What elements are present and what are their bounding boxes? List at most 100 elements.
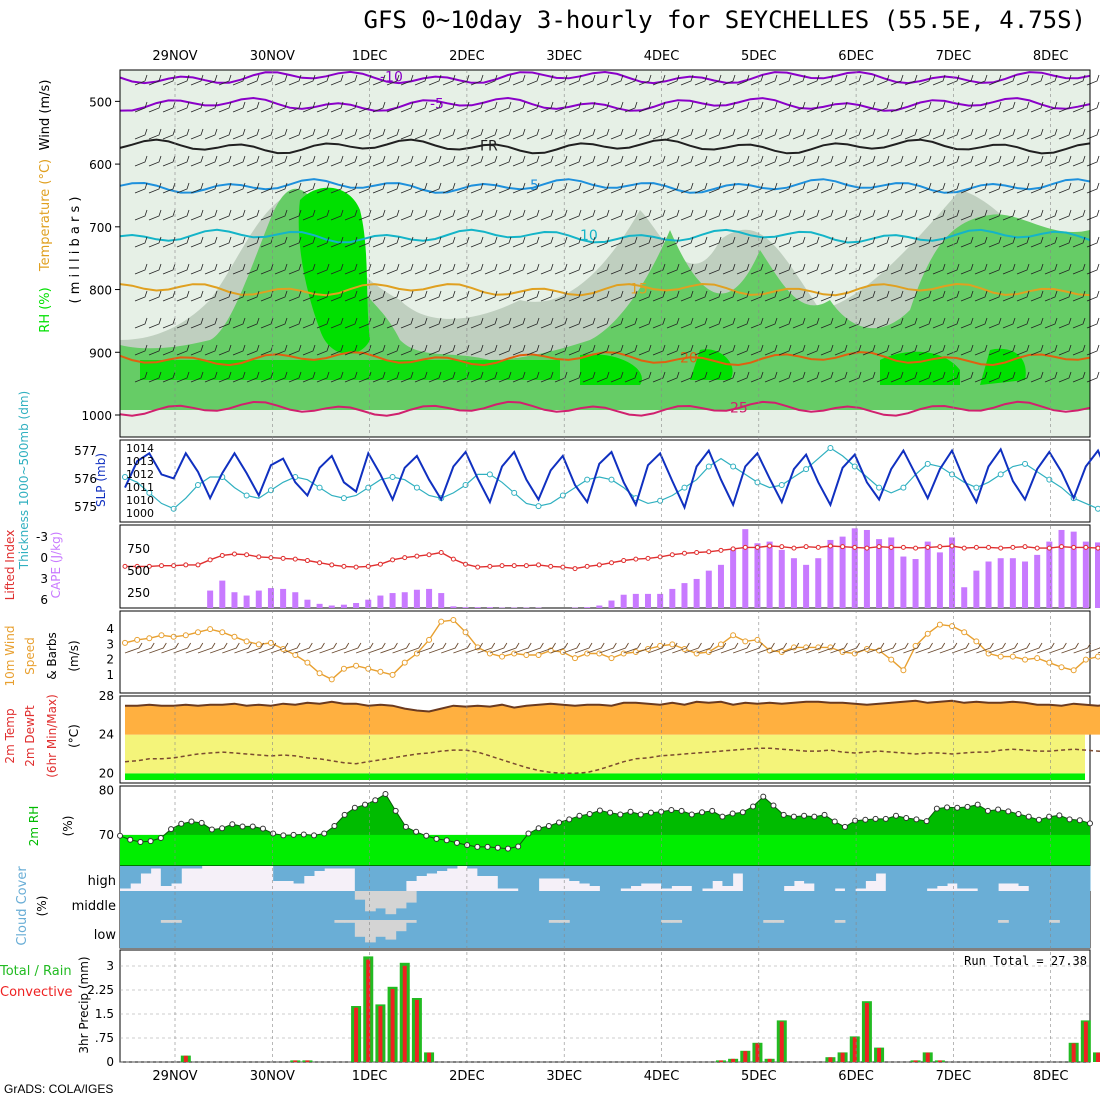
upper-wind-barb [372, 128, 386, 140]
upper-wind-barb [582, 182, 596, 194]
rh-90-region-2 [140, 360, 560, 380]
precip-ytick-label: 0 [106, 1055, 114, 1069]
wind-speed-point [900, 667, 907, 674]
upper-wind-barb [176, 263, 190, 275]
lifted-index-point [718, 547, 724, 553]
rh-point [852, 817, 859, 824]
upper-wind-barb [148, 182, 162, 194]
cloud-high-bar [1038, 866, 1050, 891]
upper-wind-barb [946, 290, 960, 302]
temp-ytick-label: 28 [99, 689, 114, 703]
upper-wind-barb [806, 101, 820, 113]
temp-ylabel-1: 2m Temp [3, 708, 17, 763]
wind-barb [319, 642, 337, 654]
upper-wind-barb [1044, 236, 1058, 248]
upper-wind-barb [470, 317, 484, 329]
upper-wind-barb [316, 236, 330, 248]
upper-wind-barb [694, 344, 708, 356]
thickness-point [827, 445, 834, 451]
upper-wind-barb [190, 101, 204, 113]
thickness-point [511, 489, 518, 496]
upper-wind-barb [946, 155, 960, 167]
cloud-low-bar [160, 920, 172, 923]
upper-wind-barb [568, 209, 582, 221]
upper-wind-barb [680, 101, 694, 113]
cloud-low-bar [998, 920, 1009, 923]
upper-wind-barb [540, 182, 554, 194]
upper-wind-barb [526, 182, 540, 194]
rh-point [607, 809, 614, 816]
day-label-bottom: 8DEC [1033, 1069, 1069, 1084]
wind-barb [453, 642, 471, 654]
slp-ylabel-group: SLP (mb) [94, 453, 108, 507]
upper-wind-barb [288, 236, 302, 248]
rh-point [668, 807, 675, 813]
lifted-index-point [730, 546, 736, 552]
cape-bar [888, 537, 895, 608]
upper-wind-barb [876, 155, 890, 167]
upper-wind-barb [260, 209, 274, 221]
upper-wind-barb [638, 236, 652, 248]
upper-wind-barb [736, 155, 750, 167]
wind-speed-point [316, 670, 323, 677]
upper-wind-barb [638, 317, 652, 329]
upper-wind-barb [1058, 236, 1072, 248]
day-label-bottom: 6DEC [838, 1069, 874, 1084]
wind-barb [209, 642, 228, 654]
upper-wind-barb [162, 182, 176, 194]
cape-bar [608, 600, 615, 608]
lifted-index-point [706, 549, 712, 555]
upper-wind-barb [428, 371, 442, 383]
upper-wind-barb [526, 155, 540, 167]
upper-wind-barb [694, 182, 708, 194]
upper-wind-barb [428, 101, 442, 113]
upper-wind-barb [890, 236, 904, 248]
upper-wind-barb [806, 371, 820, 383]
cloud-high-bar [763, 866, 774, 891]
cloud-low-bar [405, 920, 417, 923]
upper-wind-barb [414, 74, 428, 86]
lifted-index-point [536, 562, 542, 568]
upper-wind-barb [246, 101, 260, 113]
cape-bar [255, 590, 262, 608]
upper-wind-barb [862, 344, 876, 356]
upper-wind-barb [694, 317, 708, 329]
lifted-index-point [487, 563, 493, 569]
wind-speed-point [730, 632, 737, 639]
chart-title: GFS 0~10day 3-hourly for SEYCHELLES (55.… [363, 6, 1086, 34]
wind-barb [793, 642, 812, 654]
lifted-index-point [426, 552, 432, 558]
upper-wind-barb [624, 344, 638, 356]
wind-barb [465, 642, 483, 654]
upper-wind-barb [834, 209, 848, 221]
rh-point [413, 828, 420, 835]
rh-point [382, 791, 389, 797]
cape-bar [693, 578, 700, 608]
cloud-level-label: high [88, 874, 116, 889]
cloud-ylabel: Cloud Cover [15, 866, 30, 946]
upper-wind-barb [400, 155, 414, 167]
upper-wind-barb [512, 155, 526, 167]
wind-barb [927, 642, 946, 654]
upper-wind-barb [582, 236, 596, 248]
wind-speed-point [511, 650, 518, 657]
upper-wind-barb [582, 101, 596, 113]
upper-wind-barb [904, 209, 918, 221]
precip-convective-bar [366, 959, 371, 1062]
upper-wind-barb [722, 290, 736, 302]
upper-wind-barb [358, 101, 372, 113]
upper-wind-barb [904, 182, 918, 194]
rh-ylabel-unit: (%) [61, 816, 75, 837]
cloud-middle-bar [375, 891, 386, 909]
upper-wind-barb [232, 236, 246, 248]
upper-wind-barb [526, 263, 540, 275]
cape-ytick-label: 500 [127, 564, 150, 578]
upper-wind-barb [176, 74, 190, 86]
upper-wind-barb [498, 263, 512, 275]
cloud-high-bar [303, 866, 315, 876]
upper-wind-barb [148, 371, 162, 383]
li-ytick-label: 0 [40, 551, 48, 565]
upper-wind-barb [330, 290, 344, 302]
upper-wind-barb [624, 128, 638, 140]
thickness-point [754, 479, 761, 486]
